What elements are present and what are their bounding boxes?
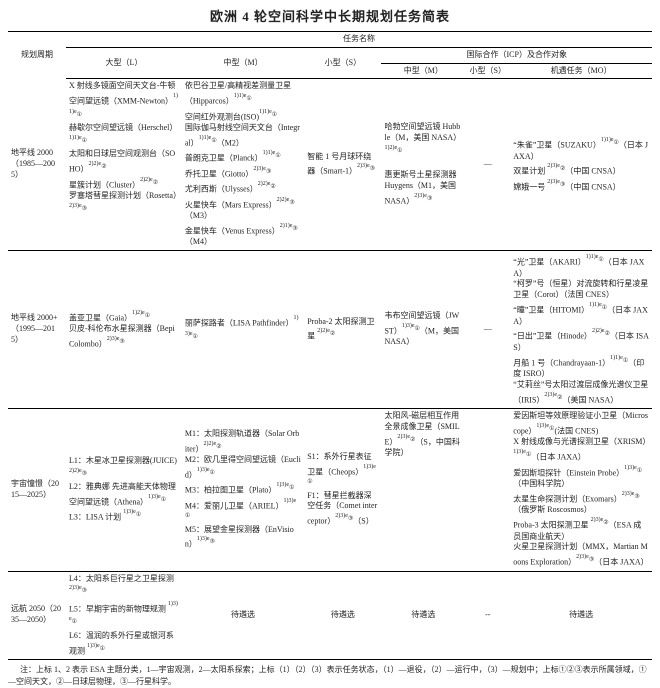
th-icp-m: 中型（M） [381, 63, 465, 79]
cell-large: X 射线多镜面空间天文台-牛顿空间望远镜（XMM-Newton）1)1)e①赫歇… [66, 79, 182, 251]
th-missions: 任务名称 [66, 32, 652, 48]
cell-small: Proba-2 太阳探测卫星 2)2)e② [304, 251, 381, 409]
cell-large: 盖亚卫星（Gaia）1)2)e①贝皮-科伦布水星探测器（BepiColombo）… [66, 251, 182, 409]
cell-period: 远航 2050（2035—2050） [8, 571, 66, 659]
footnote: 注：上标 1、2 表示 ESA 主题分类，1—宇宙观测，2—太阳系探索；上标（1… [8, 664, 652, 688]
cell-period: 地平线 2000（1985—2005） [8, 79, 66, 251]
cell-icp-m: 待遴选 [381, 571, 465, 659]
cell-icp-m: 太阳风-磁层相互作用全景成像卫星（SMILE）2)3)e②（S，中国科学院） [381, 409, 465, 572]
table-row: 远航 2050（2035—2050） L4：太阳系巨行星之卫星探测 2)3)e③… [8, 571, 652, 659]
th-icp-mo: 机遇任务（MO） [510, 63, 652, 79]
table-row: 地平线 2000（1985—2005） X 射线多镜面空间天文台-牛顿空间望远镜… [8, 79, 652, 251]
th-icp: 国际合作（ICP）及合作对象 [381, 47, 652, 63]
cell-medium: M1：太阳探测轨道器（Solar Orbiter）2)2)e②M2：欧几里得空间… [182, 409, 304, 572]
th-icp-s: 小型（S） [465, 63, 510, 79]
cell-icp-s [465, 409, 510, 572]
cell-icp-mo: “朱雀”卫星（SUZAKU）1)1)e①（日本 JAXA）双星计划 2)3)e②… [510, 79, 652, 251]
cell-icp-s: — [465, 79, 510, 251]
mission-table: 规划周期 任务名称 大型（L） 中型（M） 小型（S） 国际合作（ICP）及合作… [8, 31, 652, 660]
cell-icp-m: 哈勃空间望远镜 Hubble（M，美国 NASA）1)2)e①惠更斯号土星探测器… [381, 79, 465, 251]
cell-icp-mo: 爱因斯坦等效原理验证小卫星（Microscope）1)3)e①(法国 CNES)… [510, 409, 652, 572]
cell-icp-mo: 待遴选 [510, 571, 652, 659]
cell-period: 宇宙憧憬（2015—2025） [8, 409, 66, 572]
cell-icp-m: 韦布空间望远镜（JWST）1)3)e①（M，美国 NASA） [381, 251, 465, 409]
cell-small: S1：系外行星表征卫星（Cheops）1)3)e①F1：彗星拦截器深空任务（Co… [304, 409, 381, 572]
th-large: 大型（L） [66, 47, 182, 79]
cell-icp-s: -- [465, 571, 510, 659]
th-small: 小型（S） [304, 47, 381, 79]
cell-large: L1：木星冰卫星探测器(JUICE)2)2)e③L2：雅典娜 先进高能天体物理空… [66, 409, 182, 572]
th-medium: 中型（M） [182, 47, 304, 79]
cell-medium: 待遴选 [182, 571, 304, 659]
table-row: 地平线 2000+（1995—2015） 盖亚卫星（Gaia）1)2)e①贝皮-… [8, 251, 652, 409]
table-row: 宇宙憧憬（2015—2025） L1：木星冰卫星探测器(JUICE)2)2)e③… [8, 409, 652, 572]
cell-small: 待遴选 [304, 571, 381, 659]
cell-large: L4：太阳系巨行星之卫星探测 2)3)e③L5：早期宇宙的新物理规测 1)3)e… [66, 571, 182, 659]
cell-icp-s: — [465, 251, 510, 409]
cell-medium: 依巴谷卫星/高精视差测量卫星（Hipparcos）1)1)e①空间红外观测台(I… [182, 79, 304, 251]
cell-icp-mo: “光”卫星（AKARI）1)1)e①（日本 JAXA）“柯罗”号（恒星）对流旋转… [510, 251, 652, 409]
page-title: 欧洲 4 轮空间科学中长期规划任务简表 [8, 6, 652, 25]
cell-medium: 丽萨探路者（LISA Pathfinder）1)3)e① [182, 251, 304, 409]
cell-period: 地平线 2000+（1995—2015） [8, 251, 66, 409]
cell-small: 智能 1 号月球环绕器（Smart-1）2)3)e③ [304, 79, 381, 251]
th-period: 规划周期 [8, 32, 66, 79]
